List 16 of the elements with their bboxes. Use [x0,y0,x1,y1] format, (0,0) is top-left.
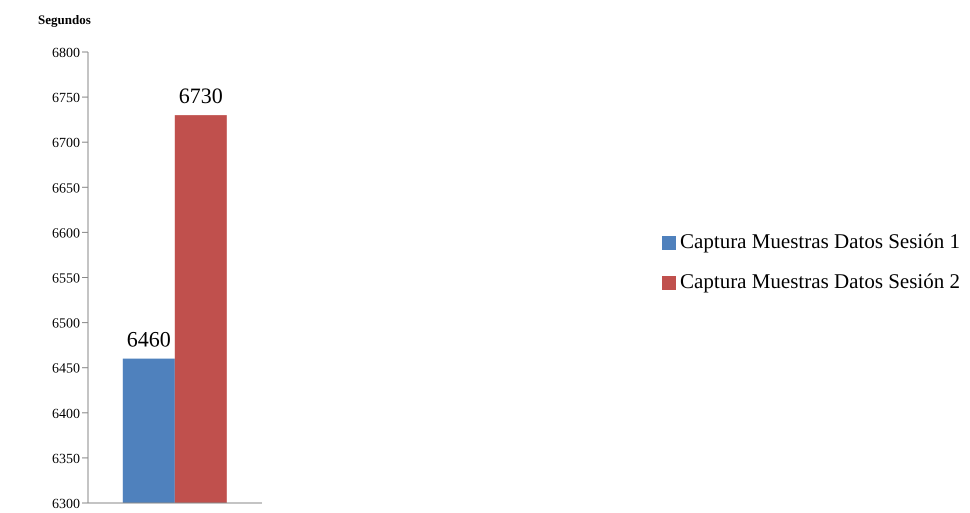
y-tick-label: 6550 [52,271,80,286]
y-tick-label: 6600 [52,226,80,242]
y-tick-label: 6700 [52,136,80,152]
y-tick-label: 6300 [52,496,80,512]
data-label: 6460 [126,326,171,352]
y-tick-label: 6750 [52,91,80,106]
y-axis-title: Segundos [38,12,91,28]
y-tick-label: 6800 [52,46,80,61]
y-tick-label: 6500 [52,316,80,332]
legend-label: Captura Muestras Datos Sesión 2 [680,268,960,292]
y-tick-label: 6350 [52,452,80,467]
data-label: 6730 [178,83,223,108]
legend-label: Captura Muestras Datos Sesión 1 [680,228,960,252]
y-tick-label: 6450 [52,362,80,377]
y-tick-label: 6650 [52,181,80,196]
y-tick-label: 6400 [52,406,80,422]
